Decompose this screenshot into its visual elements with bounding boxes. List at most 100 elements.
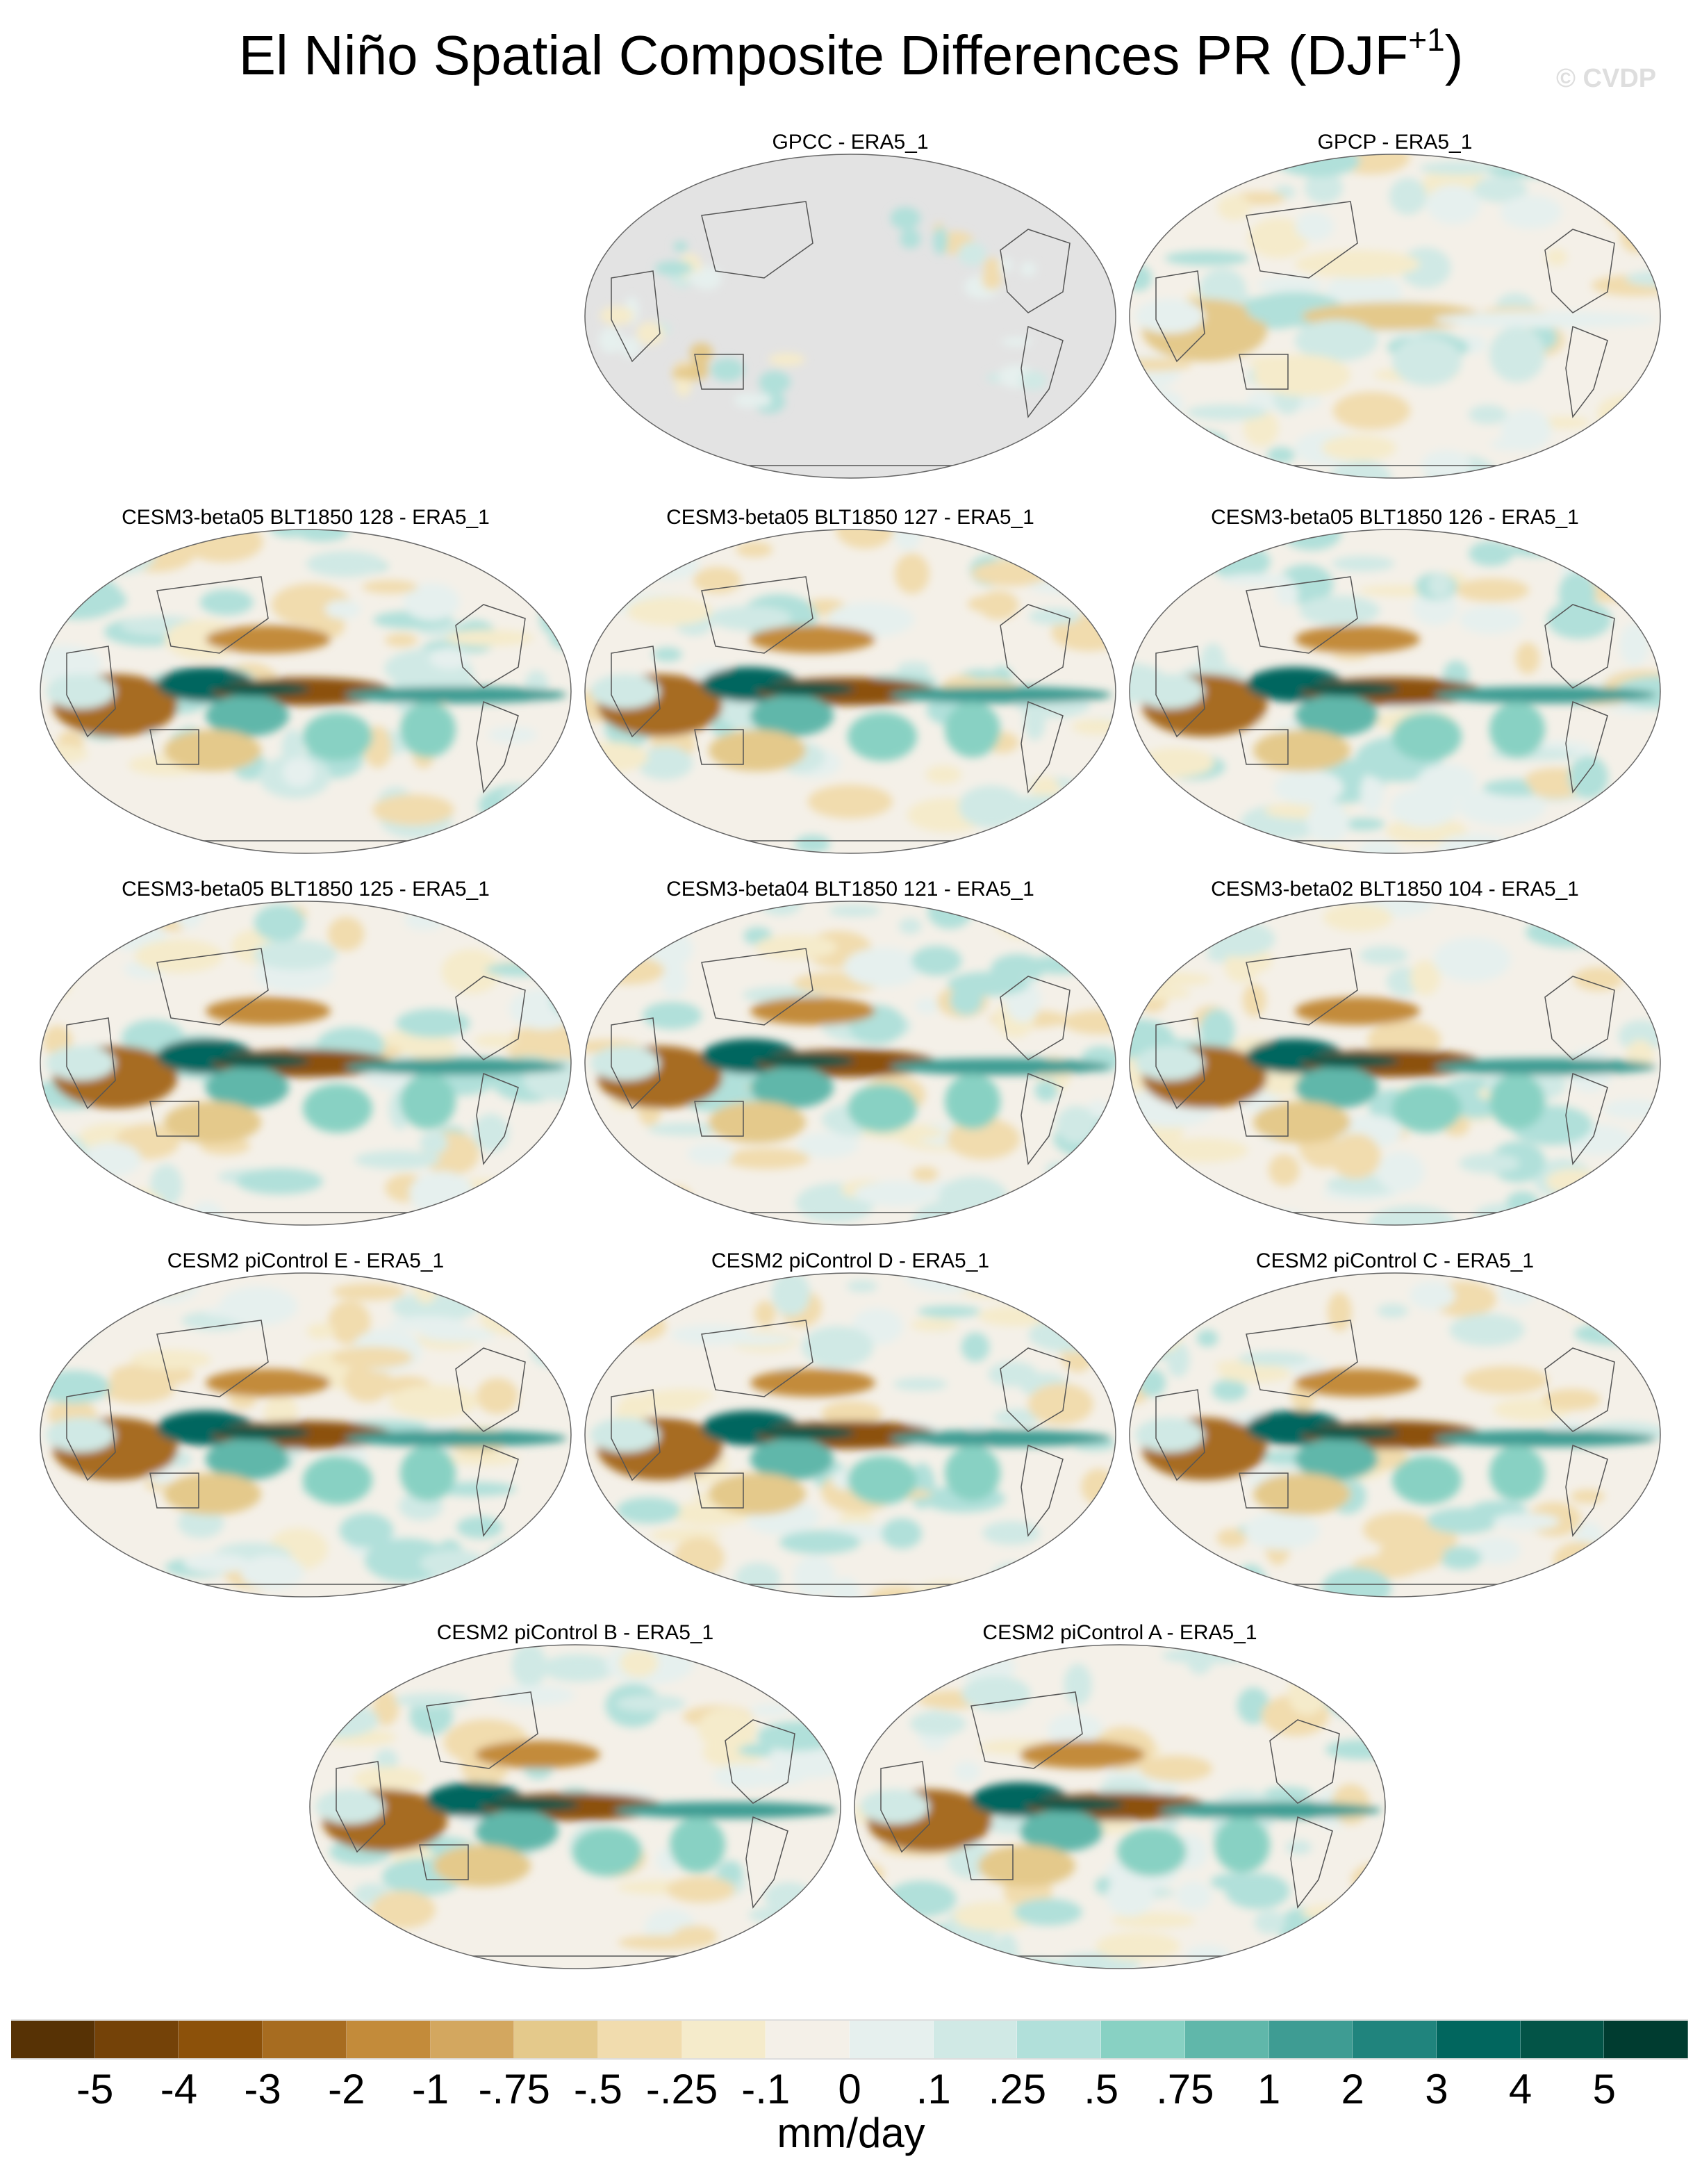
anomaly-patch xyxy=(1202,154,1236,182)
anomaly-patch xyxy=(1288,1673,1326,1716)
anomaly-patch xyxy=(1135,1418,1205,1452)
anomaly-patch xyxy=(1360,771,1384,814)
anomaly-patch xyxy=(199,589,254,616)
anomaly-patch xyxy=(354,1150,440,1169)
anomaly-patch xyxy=(1359,839,1400,853)
anomaly-patch xyxy=(303,712,372,761)
colorbar-tick-label: 4 xyxy=(1508,2066,1532,2112)
anomaly-patch xyxy=(1434,687,1656,703)
anomaly-patch xyxy=(1295,997,1420,1025)
panel-title: CESM3-beta05 BLT1850 128 - ERA5_1 xyxy=(122,506,490,529)
anomaly-patch xyxy=(757,682,854,696)
anomaly-patch xyxy=(1327,1292,1352,1332)
anomaly-patch xyxy=(1216,1528,1248,1547)
anomaly-patch xyxy=(1295,1438,1378,1480)
anomaly-patch xyxy=(757,1054,854,1068)
anomaly-patch xyxy=(1170,1197,1259,1225)
map-panel: GPCP - ERA5_1 xyxy=(1128,131,1662,500)
anomaly-patch xyxy=(1055,1541,1100,1568)
anomaly-patch xyxy=(1028,1317,1107,1352)
anomaly-patch xyxy=(1462,1366,1548,1395)
anomaly-patch xyxy=(670,1324,752,1345)
colorbar-tick-label: 0 xyxy=(838,2066,861,2112)
colorbar-bin xyxy=(1436,2021,1521,2058)
anomaly-patch xyxy=(1141,1318,1182,1353)
colorbar-tick-label: -2 xyxy=(328,2066,365,2112)
anomaly-patch xyxy=(240,1554,304,1590)
map xyxy=(584,1272,1116,1598)
anomaly-patch xyxy=(40,1135,73,1179)
anomaly-patch xyxy=(456,1516,503,1539)
anomaly-patch xyxy=(917,1306,981,1317)
anomaly-patch xyxy=(1542,1388,1601,1411)
anomaly-patch xyxy=(475,1810,559,1852)
anomaly-patch xyxy=(1515,642,1540,675)
map-panel: CESM3-beta05 BLT1850 125 - ERA5_1 xyxy=(39,878,572,1247)
anomaly-patch xyxy=(1459,1153,1520,1174)
anomaly-patch xyxy=(1028,607,1081,625)
anomaly-patch xyxy=(1569,755,1608,799)
anomaly-patch xyxy=(1001,336,1033,347)
anomaly-patch xyxy=(957,241,986,266)
anomaly-patch xyxy=(848,712,917,761)
anomaly-patch xyxy=(67,833,92,848)
map xyxy=(1129,529,1661,854)
anomaly-patch xyxy=(978,1845,1075,1887)
anomaly-patch xyxy=(750,997,875,1025)
anomaly-patch xyxy=(754,1301,777,1327)
anomaly-patch xyxy=(1377,1304,1409,1318)
map-border xyxy=(584,901,1116,1226)
panel-title: GPCC - ERA5_1 xyxy=(772,131,929,154)
anomaly-patch xyxy=(1266,447,1295,463)
anomaly-patch xyxy=(843,947,923,987)
anomaly-patch xyxy=(1016,1280,1054,1312)
anomaly-patch xyxy=(860,1789,930,1824)
title-superscript: +1 xyxy=(1408,22,1445,58)
anomaly-patch xyxy=(686,271,718,284)
map-border xyxy=(1129,529,1661,854)
anomaly-patch xyxy=(99,833,179,853)
anomaly-patch xyxy=(1106,1875,1154,1917)
anomaly-patch xyxy=(40,1306,91,1349)
anomaly-patch xyxy=(1642,418,1660,445)
anomaly-patch xyxy=(958,785,1025,828)
map-border xyxy=(584,529,1116,854)
anomaly-patch xyxy=(1602,818,1655,832)
colorbar-tick-label: -.1 xyxy=(741,2066,791,2112)
anomaly-patch xyxy=(945,1445,1000,1501)
map xyxy=(1129,154,1661,479)
anomaly-patch xyxy=(736,541,773,557)
anomaly-patch xyxy=(793,1657,841,1688)
anomaly-patch xyxy=(750,625,875,653)
anomaly-patch xyxy=(585,780,627,824)
panel-title: CESM3-beta05 BLT1850 125 - ERA5_1 xyxy=(122,878,490,901)
anomaly-patch xyxy=(1020,370,1047,391)
anomaly-patch xyxy=(1433,937,1511,983)
anomaly-patch xyxy=(797,1132,859,1158)
anomaly-patch xyxy=(585,529,638,559)
anomaly-patch xyxy=(1546,248,1568,266)
anomaly-patch xyxy=(80,1214,114,1225)
anomaly-patch xyxy=(420,1131,448,1155)
panel-title: GPCP - ERA5_1 xyxy=(1317,131,1473,154)
anomaly-patch xyxy=(206,997,331,1025)
coastlines xyxy=(1155,201,1615,466)
colorbar-bin xyxy=(597,2021,682,2058)
coastlines xyxy=(66,576,526,841)
anomaly-patch xyxy=(793,1555,836,1597)
anomaly-patch xyxy=(1304,172,1343,204)
anomaly-patch xyxy=(499,1183,524,1220)
anomaly-patch xyxy=(400,702,456,757)
anomaly-patch xyxy=(534,1582,571,1596)
anomaly-patch xyxy=(585,814,633,853)
anomaly-patch xyxy=(848,1084,917,1133)
anomaly-patch xyxy=(63,1569,119,1597)
anomaly-patch xyxy=(1025,1285,1109,1302)
anomaly-patch xyxy=(1285,1840,1312,1855)
anomaly-patch xyxy=(1046,1181,1116,1210)
anomaly-patch xyxy=(1325,272,1403,312)
anomaly-patch xyxy=(1060,1157,1116,1187)
anomaly-patch xyxy=(254,904,306,942)
anomaly-patch xyxy=(317,1931,345,1952)
anomaly-patch xyxy=(1214,1817,1270,1873)
